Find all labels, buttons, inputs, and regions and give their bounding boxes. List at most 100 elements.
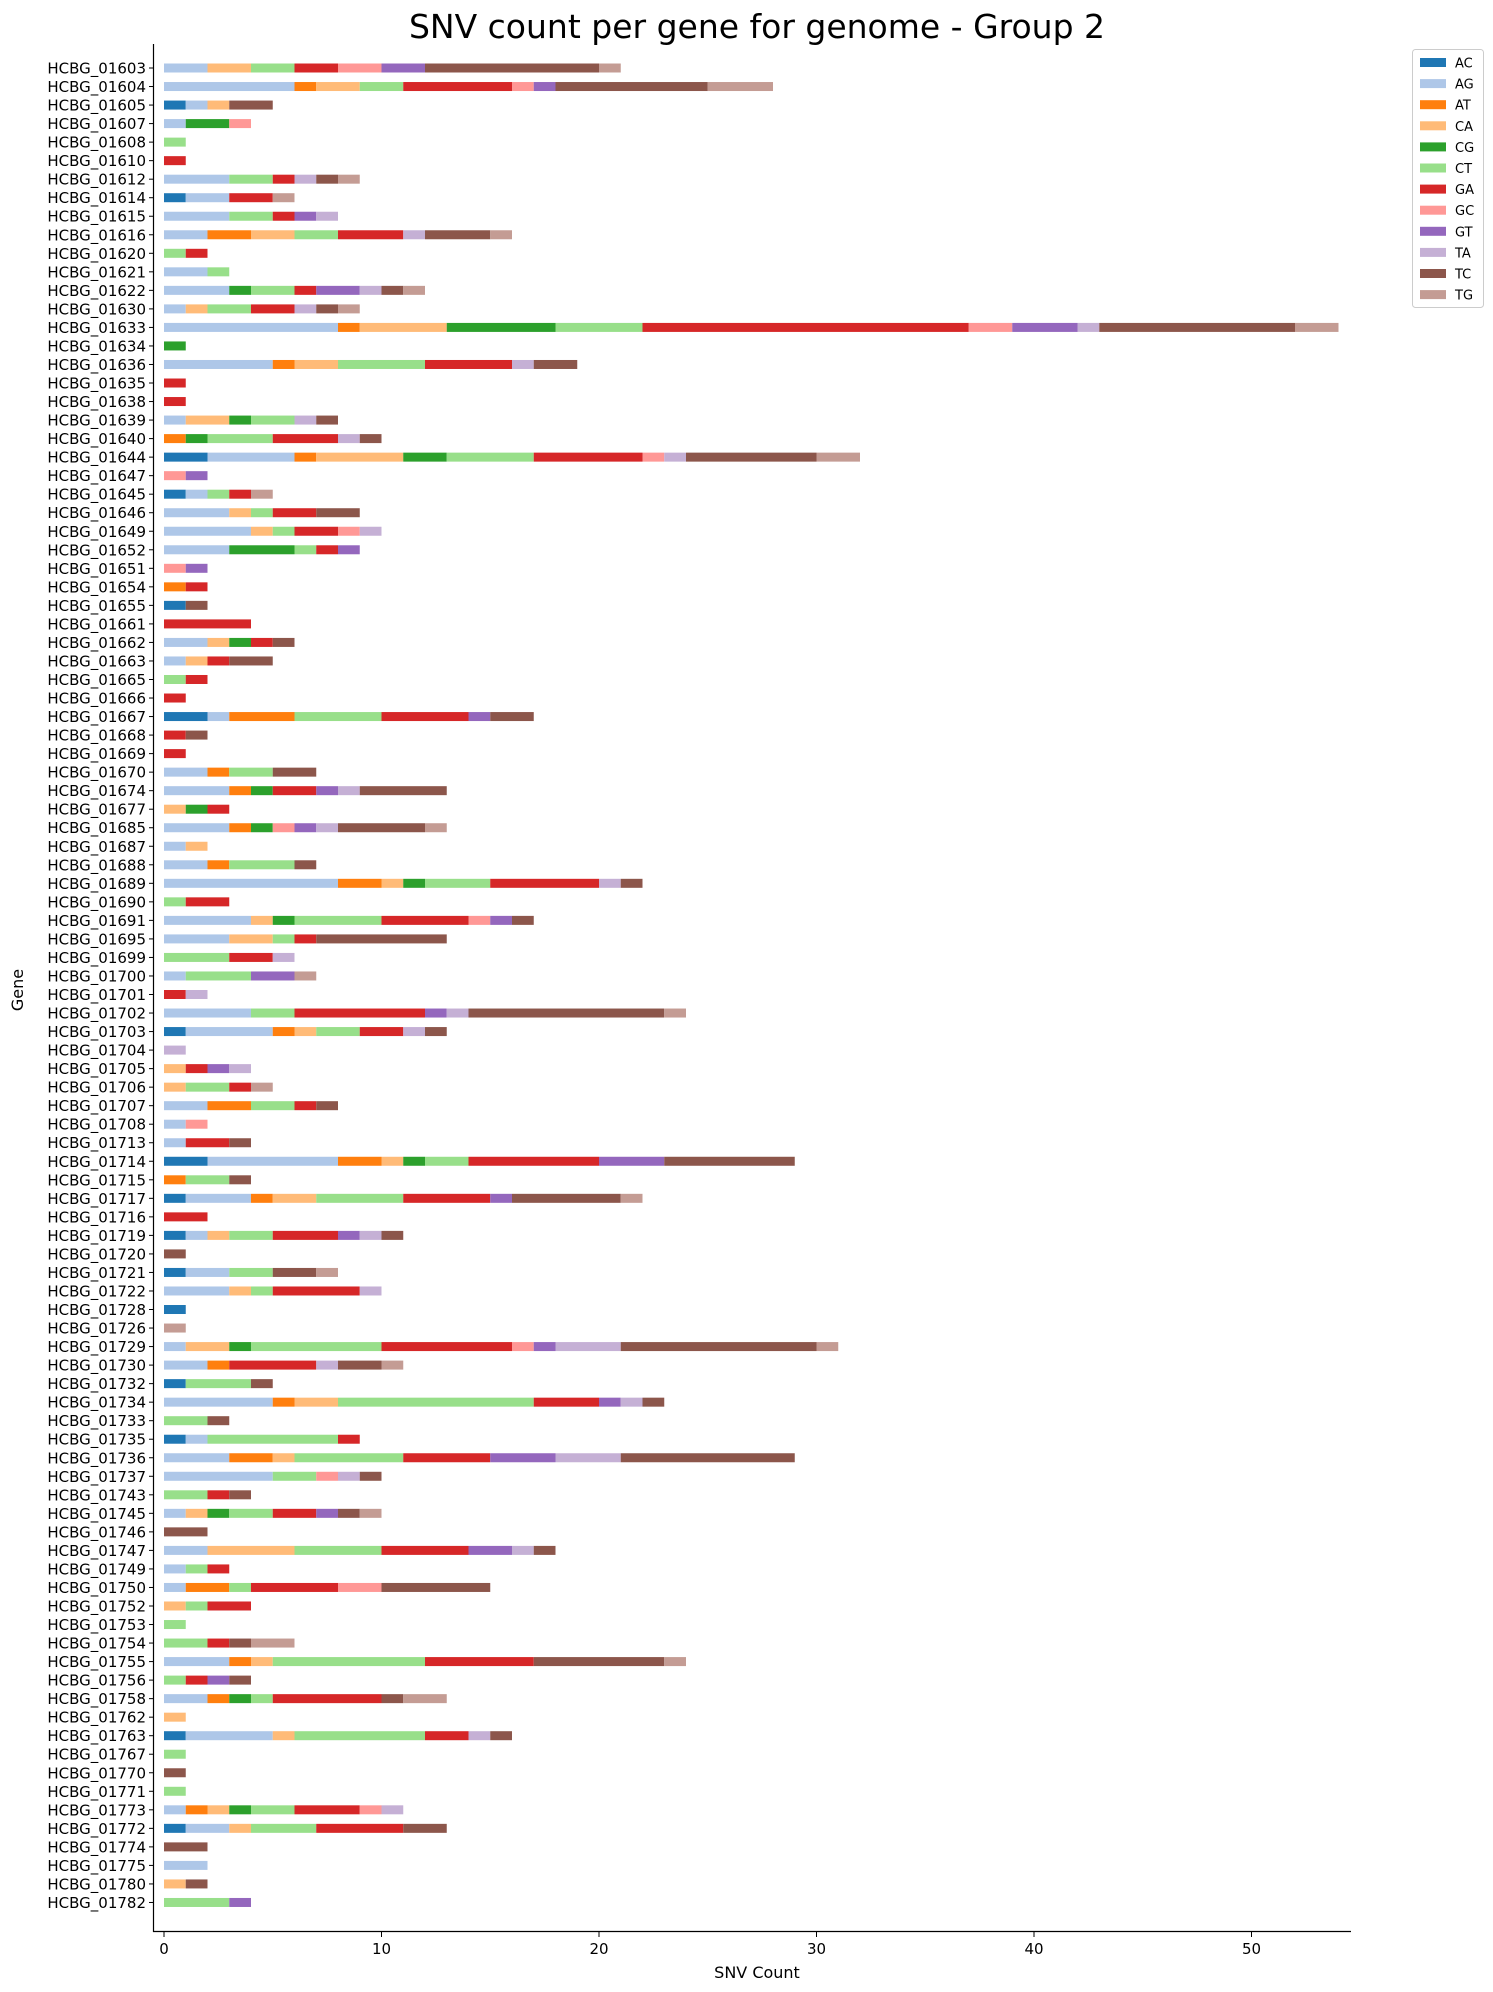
bar-segment-cg (229, 545, 295, 555)
bar-segment-ct (294, 230, 338, 240)
bar-row (164, 1620, 186, 1630)
bar-segment-ta (338, 786, 360, 796)
bar-segment-tc (512, 1193, 621, 1203)
bar-segment-gt (185, 563, 208, 573)
legend-label: GA (1455, 183, 1474, 198)
bar-segment-tc (620, 1453, 795, 1463)
bar-segment-ct (164, 1620, 186, 1630)
bar-segment-ga (425, 359, 512, 369)
bar-segment-ta (512, 359, 534, 369)
bar-segment-ta (338, 1471, 360, 1481)
bar-segment-ca (164, 1082, 186, 1092)
bar-row (164, 934, 447, 944)
gene-label: HCBG_01729 (47, 1338, 146, 1357)
gene-label: HCBG_01647 (47, 467, 146, 486)
gene-label: HCBG_01754 (47, 1635, 146, 1654)
bar-row (164, 749, 186, 759)
bar-segment-tg (425, 823, 447, 833)
bar-segment-ag (164, 860, 208, 870)
bar-segment-ac (164, 1267, 186, 1277)
bar-row (164, 1119, 208, 1129)
bar-segment-at (338, 878, 382, 888)
bar-segment-ag (185, 1193, 251, 1203)
bar-segment-ga (164, 730, 186, 740)
bar-row (164, 341, 186, 351)
bar-segment-tc (316, 934, 447, 944)
bar-segment-gt (533, 82, 556, 92)
bar-segment-ct (164, 248, 186, 258)
bar-segment-ag (207, 712, 230, 722)
bar-segment-ca (359, 322, 447, 332)
bar-segment-ct (185, 1601, 208, 1611)
bar-segment-gc (229, 119, 251, 129)
bar-segment-gt (185, 471, 208, 481)
bar-segment-ct (294, 1731, 425, 1741)
gene-label: HCBG_01703 (47, 1023, 146, 1042)
bar-segment-ga (272, 174, 295, 184)
gene-label: HCBG_01734 (47, 1394, 146, 1413)
gene-label: HCBG_01615 (47, 208, 146, 227)
bar-segment-ct (164, 1416, 208, 1426)
bar-segment-ct (251, 1342, 382, 1352)
gene-label: HCBG_01685 (47, 819, 146, 838)
gene-label: HCBG_01716 (47, 1208, 146, 1227)
bar-row (164, 897, 230, 907)
bar-segment-cg (403, 452, 447, 462)
gene-label: HCBG_01700 (47, 967, 146, 986)
bar-row (164, 619, 251, 629)
bar-row (164, 860, 317, 870)
bar-segment-ct (316, 1193, 404, 1203)
bar-segment-ag (164, 1508, 186, 1518)
bar-segment-ta (555, 1453, 621, 1463)
bar-segment-ga (294, 934, 317, 944)
bar-segment-ga (164, 990, 186, 999)
bar-segment-ag (164, 656, 186, 666)
bar-segment-tc (490, 712, 534, 722)
bar-segment-ct (185, 1564, 208, 1574)
gene-tick-labels: HCBG_01603HCBG_01604HCBG_01605HCBG_01607… (47, 60, 146, 1913)
bar-segment-ca (207, 1805, 230, 1815)
bar-segment-gt (468, 1545, 512, 1555)
bar-row (164, 971, 317, 981)
bar-row (164, 322, 1339, 332)
bar-segment-tc (272, 767, 317, 777)
bar-segment-ct (272, 934, 295, 944)
gene-label: HCBG_01665 (47, 671, 146, 690)
bar-segment-ca (316, 452, 404, 462)
bar-segment-gt (599, 1156, 665, 1166)
bar-segment-gc (272, 823, 295, 833)
bar-segment-ga (229, 489, 251, 499)
bar-segment-ca (251, 1657, 273, 1667)
bar-segment-ct (229, 1582, 251, 1592)
bar-segment-ag (185, 1731, 273, 1741)
bar-segment-ct (207, 304, 251, 314)
gene-label: HCBG_01763 (47, 1727, 146, 1746)
bar-row (164, 1582, 491, 1592)
bar-segment-tg (381, 1360, 404, 1370)
bar-segment-tc (316, 415, 338, 425)
bar-segment-ct (164, 1638, 208, 1648)
legend-swatch-gc (1420, 205, 1446, 215)
bar-row (164, 1823, 447, 1833)
bar-segment-ga (164, 619, 251, 629)
bar-segment-ct (229, 211, 273, 221)
bar-segment-tg (707, 82, 773, 92)
bar-segment-ga (207, 804, 230, 814)
bar-segment-ct (425, 1156, 469, 1166)
bar-segment-ag (164, 119, 186, 129)
bar-segment-at (207, 1360, 230, 1370)
bar-segment-ct (294, 545, 317, 555)
gene-label: HCBG_01651 (47, 560, 146, 579)
gene-label: HCBG_01719 (47, 1227, 146, 1246)
bar-segment-ag (164, 526, 251, 536)
gene-label: HCBG_01638 (47, 393, 146, 412)
bar-segment-ca (185, 656, 208, 666)
bar-segment-gt (1012, 322, 1078, 332)
bar-segment-ca (251, 915, 273, 925)
bar-segment-ca (164, 1712, 186, 1722)
x-tick-marks: 0 10 20 30 40 50 (159, 1932, 1261, 1958)
bar-segment-ca (207, 63, 251, 73)
bar-segment-ac (164, 1027, 186, 1037)
bar-row (164, 1860, 208, 1870)
